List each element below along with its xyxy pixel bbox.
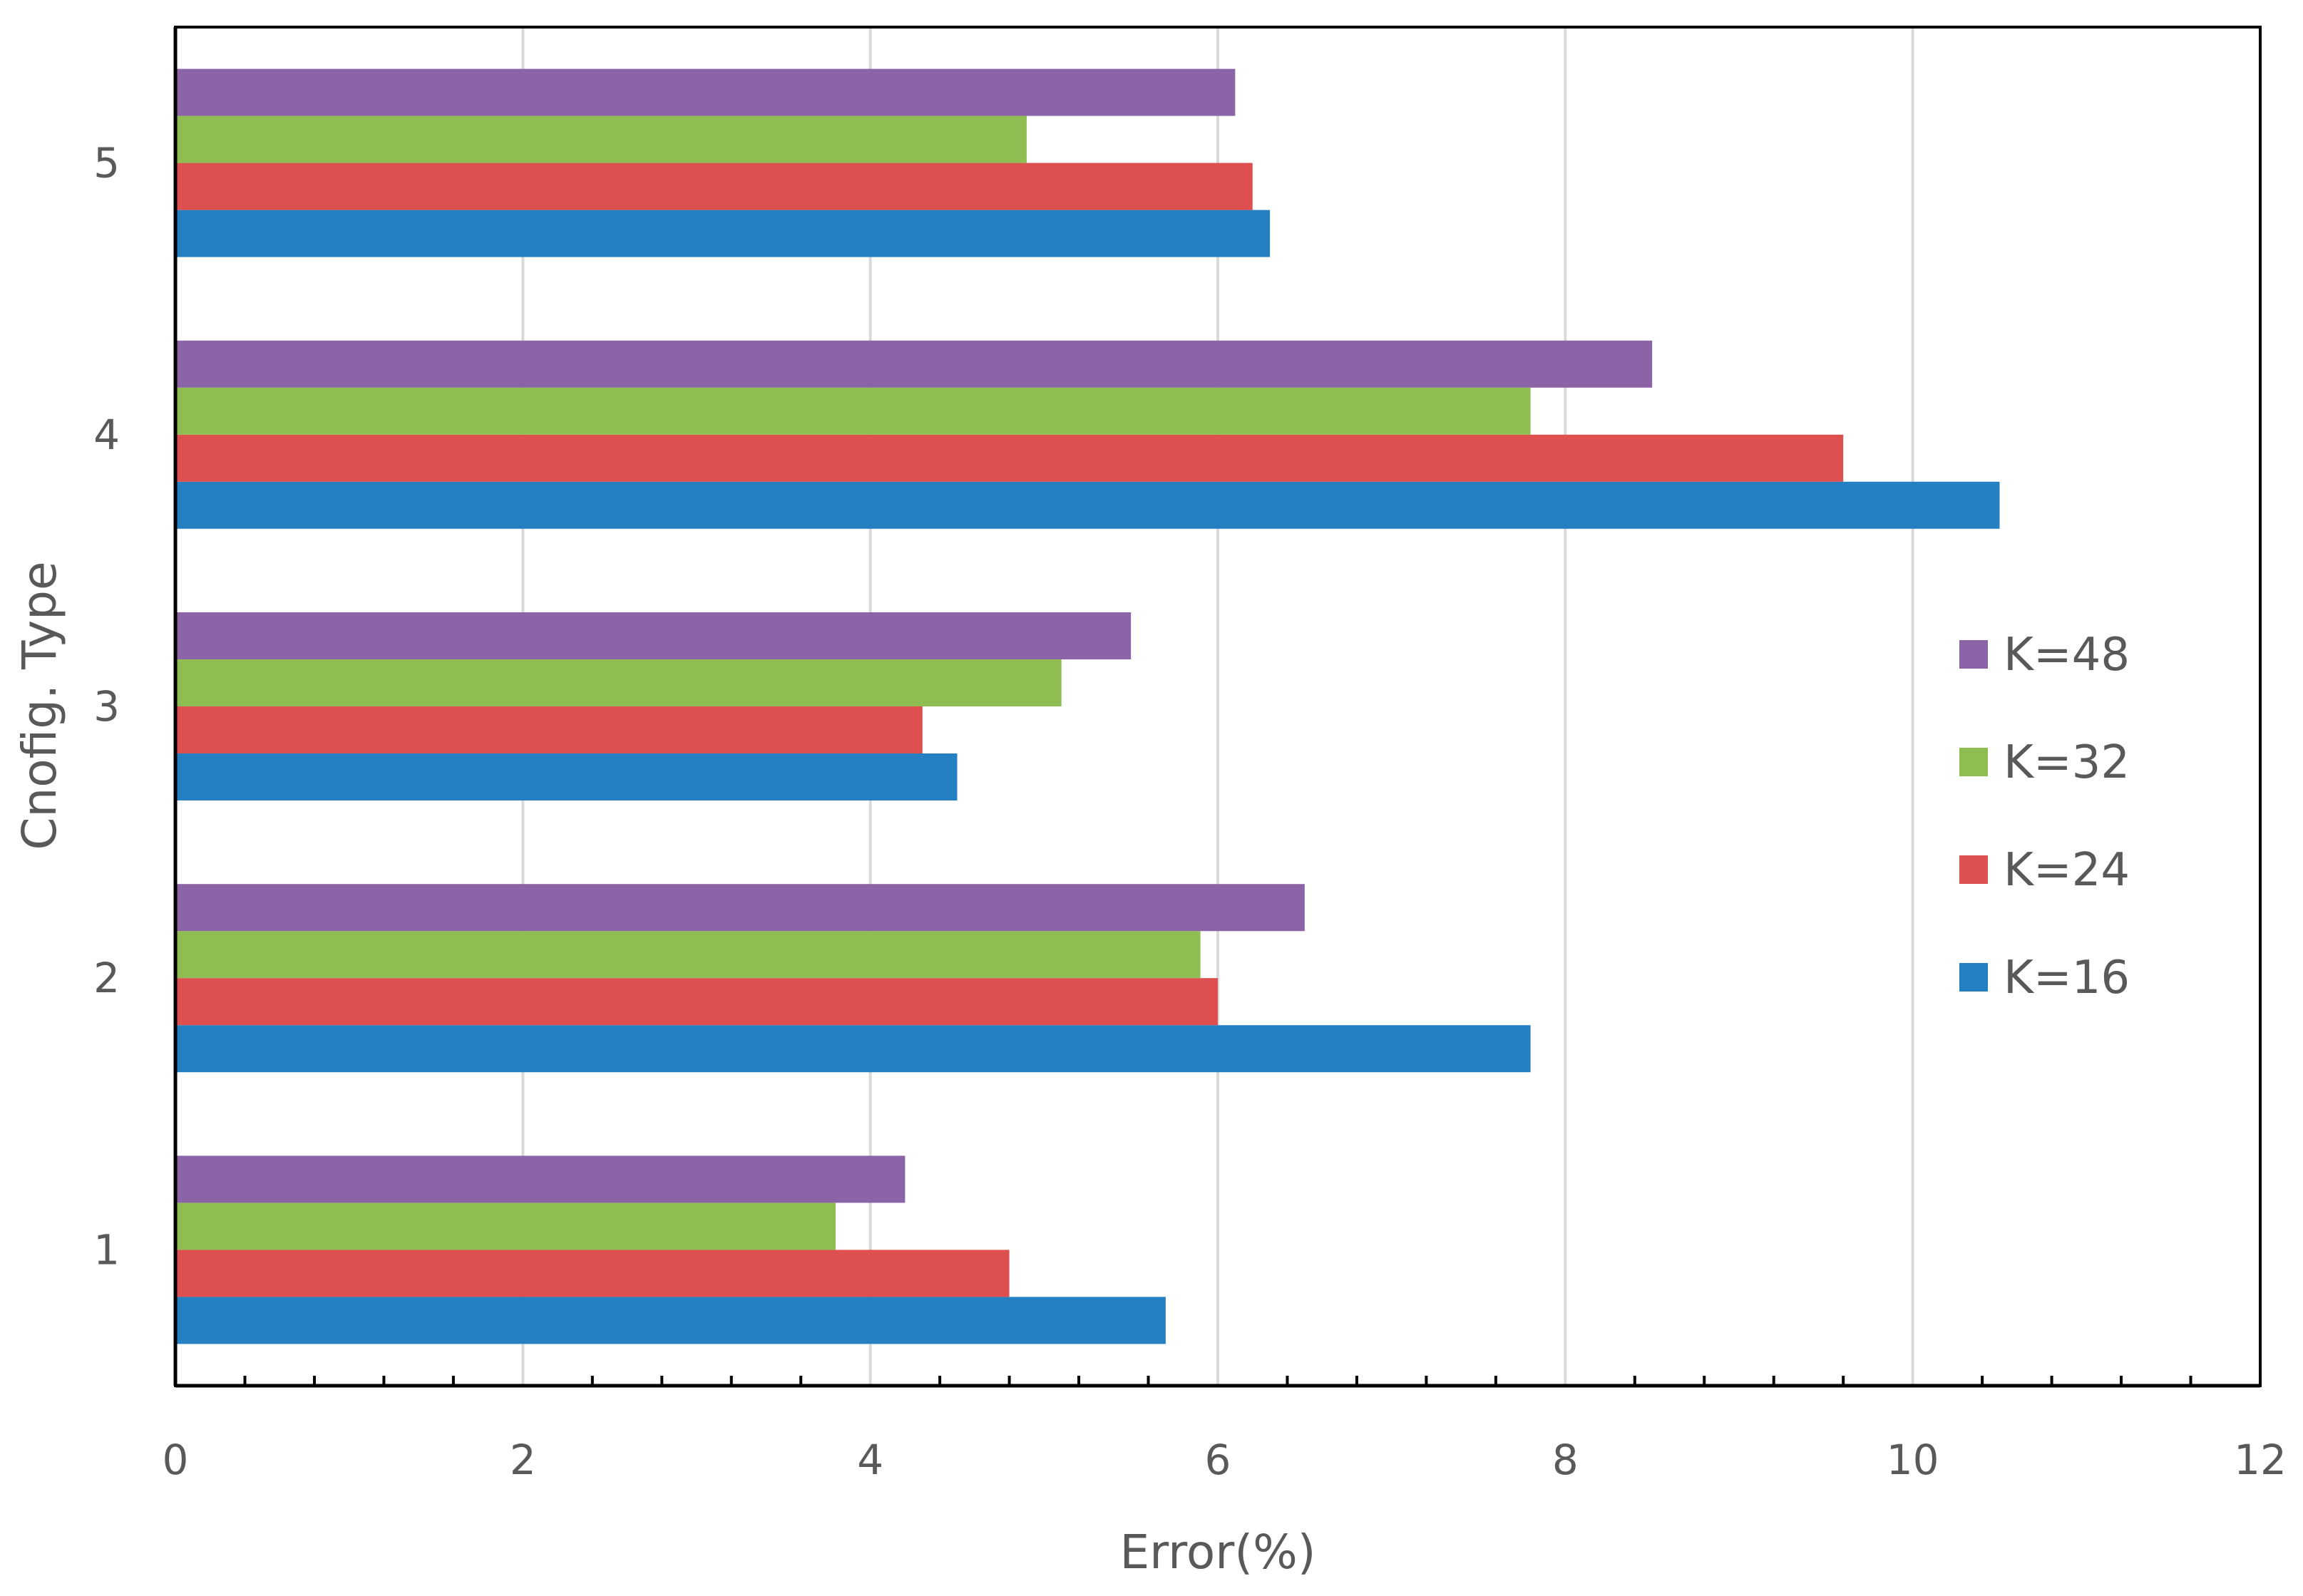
bar-k32-config-2	[175, 931, 1201, 979]
x-tick-label-0: 0	[163, 1436, 189, 1484]
legend-label-k48: K=48	[2004, 629, 2130, 681]
legend: K=48 K=32 K=24 K=16	[1959, 629, 2130, 1004]
bar-k48-config-2	[175, 884, 1305, 932]
bar-k32-config-3	[175, 659, 1062, 706]
x-tick-label-10: 10	[1887, 1436, 1939, 1484]
bar-k32-config-1	[175, 1203, 836, 1250]
bar-k16-config-5	[175, 210, 1271, 257]
bar-k16-config-3	[175, 753, 958, 800]
bar-k16-config-4	[175, 481, 2000, 529]
y-tick-label-1: 1	[93, 1225, 120, 1274]
y-tick-label-5: 5	[93, 139, 120, 187]
y-tick-label-4: 4	[93, 411, 120, 459]
bar-k24-config-1	[175, 1250, 1010, 1297]
x-tick-label-12: 12	[2234, 1436, 2287, 1484]
bar-k32-config-4	[175, 387, 1531, 435]
legend-swatch-k32	[1959, 748, 1988, 776]
legend-label-k16: K=16	[2004, 952, 2130, 1004]
y-axis-title: Cnofig. Type	[12, 561, 67, 850]
y-tick-label-2: 2	[93, 954, 120, 1002]
y-tick-label-3: 3	[93, 682, 120, 731]
bar-k24-config-5	[175, 163, 1253, 210]
x-tick-label-8: 8	[1552, 1436, 1579, 1484]
bar-k16-config-2	[175, 1025, 1531, 1073]
bar-k48-config-1	[175, 1155, 906, 1203]
legend-swatch-k24	[1959, 855, 1988, 884]
axes	[173, 26, 2262, 1388]
x-tick-label-2: 2	[510, 1436, 536, 1484]
x-axis-title: Error(%)	[1119, 1525, 1315, 1580]
bar-k24-config-3	[175, 706, 923, 753]
bar-k16-config-1	[175, 1297, 1166, 1344]
bar-k48-config-5	[175, 68, 1236, 116]
x-tick-label-6: 6	[1205, 1436, 1231, 1484]
bar-k48-config-3	[175, 612, 1132, 659]
bar-k24-config-2	[175, 978, 1218, 1026]
bar-k32-config-5	[175, 115, 1027, 163]
x-tick-label-4: 4	[857, 1436, 883, 1484]
legend-swatch-k16	[1959, 963, 1988, 992]
legend-label-k32: K=32	[2004, 736, 2130, 789]
bar-k24-config-4	[175, 434, 1844, 482]
legend-label-k24: K=24	[2004, 844, 2130, 897]
bar-k48-config-4	[175, 340, 1653, 388]
legend-swatch-k48	[1959, 640, 1988, 669]
bars	[175, 68, 2000, 1344]
